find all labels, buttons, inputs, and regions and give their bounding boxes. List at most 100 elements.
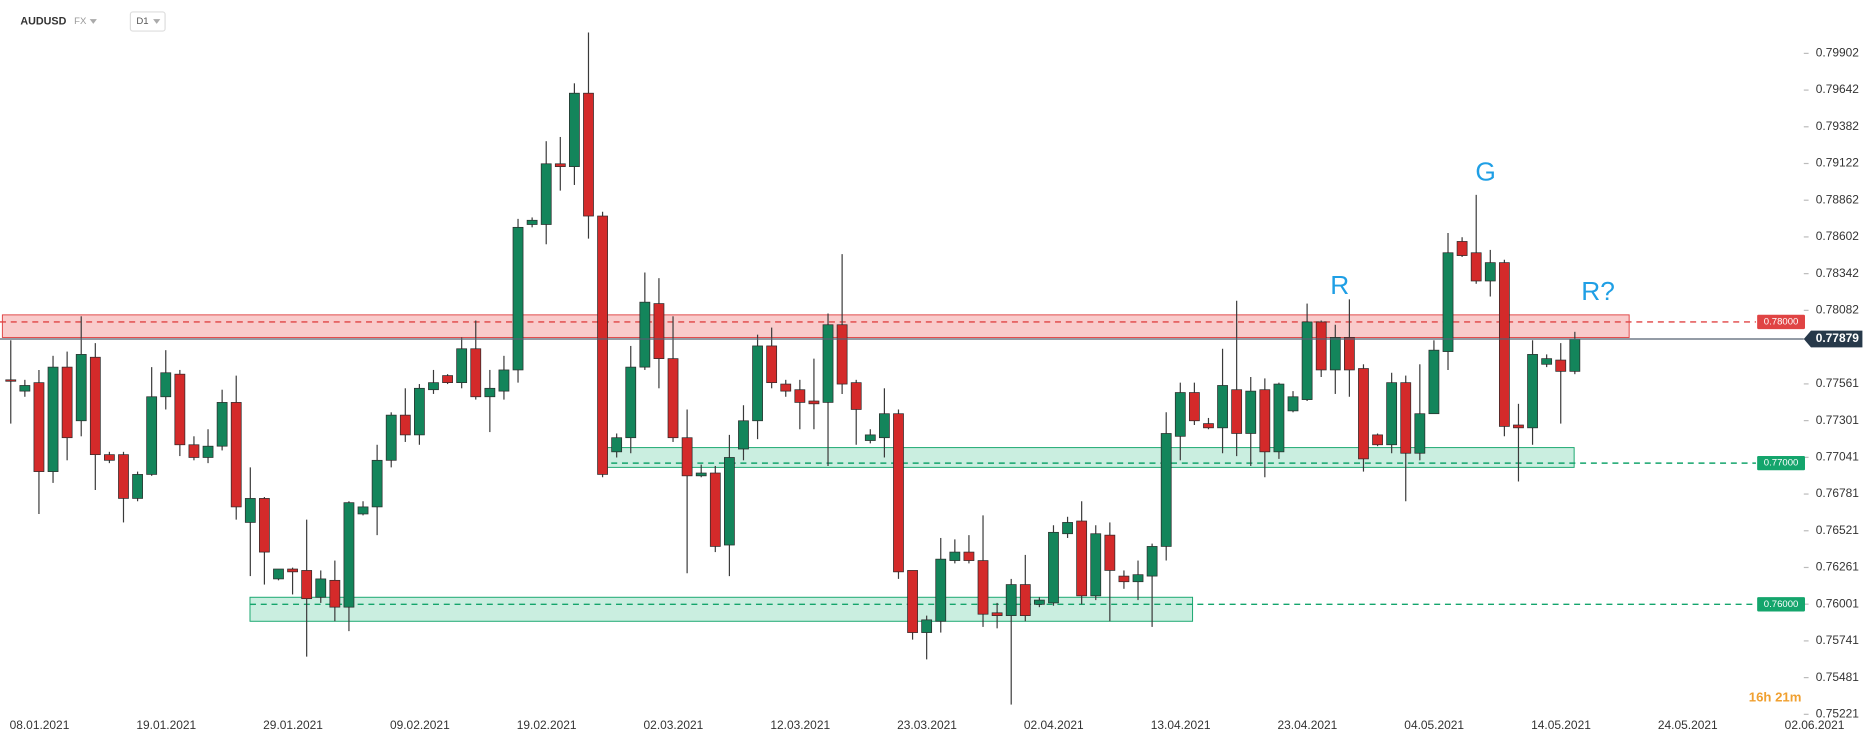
candle-body [442, 375, 453, 384]
annotation: G [1475, 156, 1495, 186]
candle-body [132, 474, 143, 499]
last-price-label: 0.77879 [1816, 331, 1860, 345]
dropdown-caret[interactable] [153, 19, 161, 24]
candle-body [75, 354, 87, 422]
x-tick-label: 23.03.2021 [897, 718, 957, 732]
candle-body [47, 366, 59, 472]
candle-body [681, 437, 693, 477]
candle-body [230, 402, 242, 508]
y-tick-label: 0.78862 [1816, 192, 1860, 206]
y-tick-label: 0.78082 [1816, 303, 1860, 317]
interval[interactable]: D1 [136, 16, 148, 27]
candle-body [5, 379, 17, 382]
candle-body [357, 506, 369, 515]
candle-body [1132, 574, 1144, 583]
y-tick-label: 0.78342 [1816, 266, 1860, 280]
y-tick-label: 0.76001 [1816, 596, 1860, 610]
candle-body [695, 472, 707, 477]
x-tick-label: 24.05.2021 [1658, 718, 1718, 732]
candle-body [1315, 321, 1327, 371]
candle-body [1555, 359, 1567, 372]
candle-body [188, 444, 200, 458]
candle-body [554, 163, 566, 167]
candle-body [160, 372, 172, 398]
level-label: 0.77000 [1764, 458, 1799, 469]
candle-body [667, 358, 679, 439]
candle-body [146, 396, 158, 475]
candle-body [963, 551, 975, 561]
candle-body [1343, 337, 1355, 371]
zone [599, 447, 1575, 468]
candle-body [766, 345, 778, 384]
candle-body [385, 414, 397, 461]
candle-body [174, 373, 186, 446]
countdown: 16h 21m [1749, 690, 1802, 705]
candle-body [625, 366, 637, 439]
candle-body [1174, 392, 1186, 437]
candle-body [1372, 434, 1383, 446]
x-tick-label: 19.02.2021 [517, 718, 577, 732]
candle-body [935, 558, 947, 622]
candle-body [1146, 546, 1158, 577]
candle-body [1118, 575, 1130, 583]
candle-body [343, 502, 355, 608]
candle-body [724, 457, 735, 546]
candle-body [597, 215, 608, 475]
interval-box[interactable] [129, 11, 166, 32]
candle-body [1231, 389, 1243, 434]
candle-body [1428, 349, 1440, 415]
candle-body [921, 619, 933, 633]
market: FX [74, 16, 87, 27]
candle-body [1386, 382, 1398, 446]
candle-body [1076, 520, 1088, 597]
x-tick-label: 13.04.2021 [1151, 718, 1211, 732]
candle-body [991, 612, 1003, 616]
candle-body [1329, 337, 1341, 371]
y-tick-label: 0.77041 [1816, 449, 1860, 463]
candle-body [61, 366, 73, 439]
candle-body [639, 301, 651, 368]
candle-body [1217, 385, 1228, 429]
candle-body [19, 385, 31, 392]
candle-body [484, 387, 496, 398]
candle-body [738, 420, 749, 450]
candle-body [1090, 533, 1102, 597]
candle-body [583, 92, 594, 217]
candle-body [1498, 262, 1510, 427]
x-tick-label: 08.01.2021 [10, 718, 70, 732]
x-tick-label: 02.06.2021 [1785, 718, 1845, 732]
candle-body [104, 454, 115, 461]
candle-body [216, 402, 228, 447]
candle-body [1513, 424, 1524, 429]
candle-body [1287, 396, 1299, 412]
candle-body [780, 383, 792, 392]
candle-body [89, 356, 101, 456]
candle-body [836, 324, 848, 385]
candle-body [1062, 522, 1073, 535]
x-tick-label: 02.03.2021 [644, 718, 704, 732]
candle-body [202, 445, 214, 458]
y-tick-label: 0.79642 [1816, 82, 1860, 96]
candle-body [907, 570, 918, 633]
candle-body [1160, 433, 1172, 547]
candle-body [1245, 390, 1257, 434]
candle-body [1005, 584, 1017, 616]
annotation: R? [1581, 276, 1615, 306]
symbol[interactable]: AUDUSD [20, 15, 66, 27]
candle-body [1484, 262, 1496, 282]
candle-body [273, 568, 284, 580]
x-tick-label: 12.03.2021 [770, 718, 830, 732]
candle-body [259, 498, 270, 553]
y-tick-label: 0.79382 [1816, 119, 1860, 133]
candle-body [118, 454, 129, 499]
candle-body [977, 560, 989, 615]
y-tick-label: 0.75221 [1816, 706, 1860, 720]
candle-body [1400, 382, 1412, 454]
level-label: 0.78000 [1764, 316, 1799, 327]
candle-body [470, 348, 482, 398]
candle-body [569, 92, 580, 167]
dropdown-caret[interactable] [89, 19, 97, 24]
x-tick-label: 23.04.2021 [1278, 718, 1338, 732]
candle-body [1414, 413, 1426, 454]
